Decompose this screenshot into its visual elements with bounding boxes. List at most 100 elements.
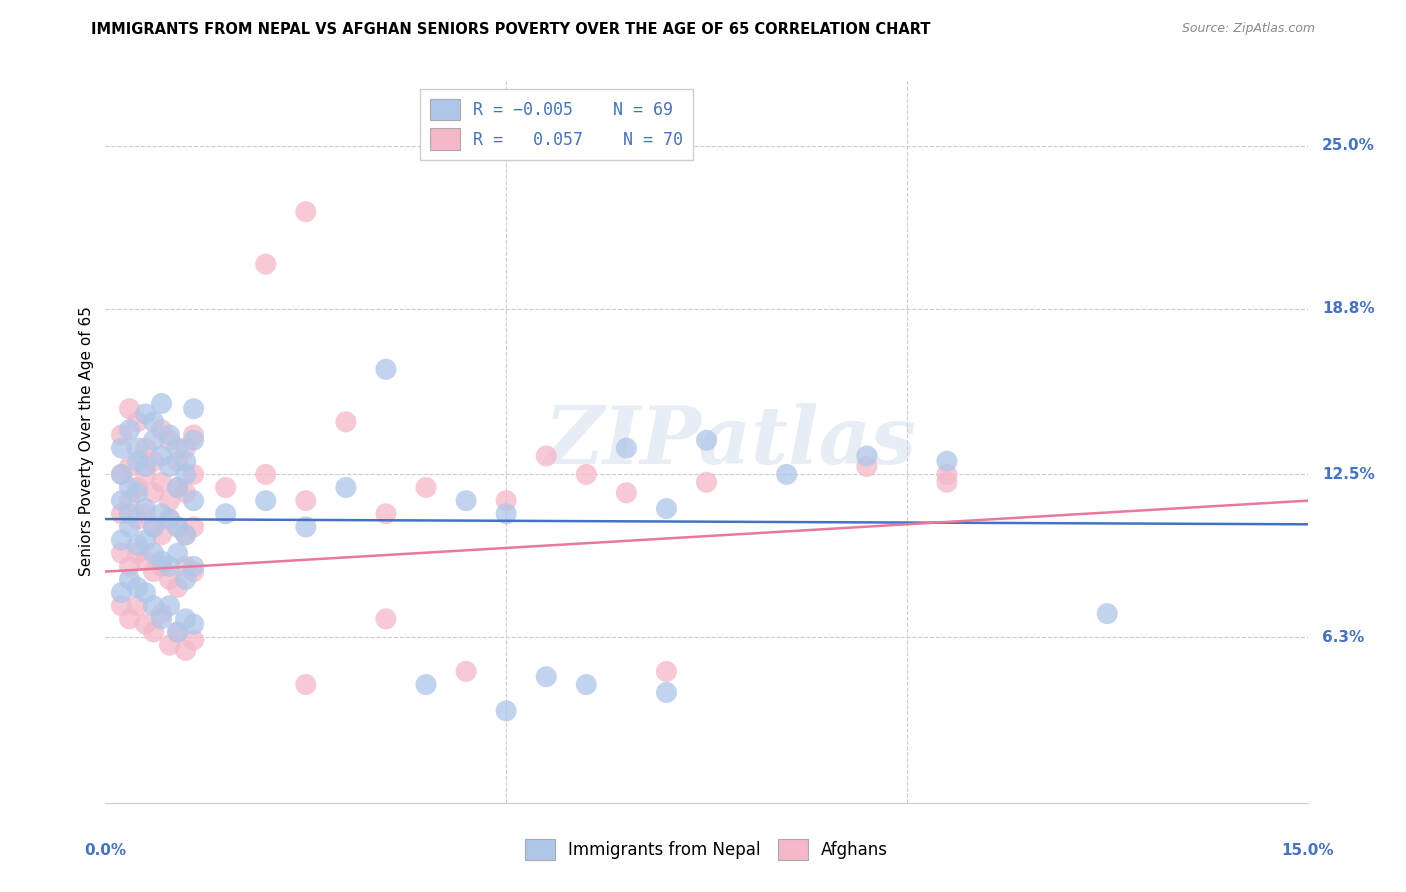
Point <box>135 554 157 568</box>
Point <box>214 507 236 521</box>
Point <box>118 520 141 534</box>
Point <box>135 441 157 455</box>
Point <box>335 481 357 495</box>
Point <box>118 559 141 574</box>
Point <box>166 546 188 560</box>
Point <box>174 441 197 455</box>
Point <box>174 485 197 500</box>
Point <box>534 449 557 463</box>
Point <box>183 401 205 416</box>
Point <box>183 617 205 632</box>
Y-axis label: Seniors Poverty Over the Age of 65: Seniors Poverty Over the Age of 65 <box>79 307 94 576</box>
Point <box>495 493 517 508</box>
Point <box>110 533 132 547</box>
Point <box>110 599 132 613</box>
Point <box>159 573 181 587</box>
Point <box>142 434 165 448</box>
Point <box>127 546 149 560</box>
Point <box>150 554 173 568</box>
Point <box>127 441 149 455</box>
Point <box>776 467 799 482</box>
Point <box>174 612 197 626</box>
Point <box>166 520 188 534</box>
Point <box>127 538 149 552</box>
Point <box>150 607 173 621</box>
Point <box>127 415 149 429</box>
Point <box>150 475 173 490</box>
Point <box>214 481 236 495</box>
Point <box>166 454 188 468</box>
Text: 6.3%: 6.3% <box>1322 630 1364 645</box>
Point <box>150 559 173 574</box>
Point <box>159 459 181 474</box>
Point <box>127 485 149 500</box>
Point <box>159 599 181 613</box>
Point <box>166 441 188 455</box>
Point <box>110 493 132 508</box>
Point <box>166 625 188 640</box>
Point <box>142 415 165 429</box>
Point <box>135 617 157 632</box>
Point <box>456 493 478 508</box>
Point <box>174 467 197 482</box>
Point <box>696 475 718 490</box>
Point <box>183 428 205 442</box>
Point <box>495 507 517 521</box>
Point <box>183 467 205 482</box>
Point <box>174 643 197 657</box>
Point <box>142 520 165 534</box>
Point <box>183 520 205 534</box>
Point <box>142 485 165 500</box>
Point <box>415 481 437 495</box>
Text: 12.5%: 12.5% <box>1322 467 1375 482</box>
Point <box>855 449 877 463</box>
Point <box>374 362 396 376</box>
Point <box>1097 607 1119 621</box>
Point <box>150 423 173 437</box>
Point <box>295 520 318 534</box>
Point <box>254 467 277 482</box>
Point <box>183 632 205 647</box>
Point <box>135 533 157 547</box>
Point <box>183 559 205 574</box>
Point <box>174 559 197 574</box>
Point <box>936 467 959 482</box>
Point <box>110 467 132 482</box>
Point <box>174 573 197 587</box>
Point <box>159 559 181 574</box>
Point <box>118 573 141 587</box>
Point <box>415 677 437 691</box>
Point <box>159 434 181 448</box>
Point <box>335 415 357 429</box>
Point <box>696 434 718 448</box>
Point <box>118 401 141 416</box>
Point <box>127 599 149 613</box>
Point <box>295 493 318 508</box>
Point <box>166 520 188 534</box>
Point <box>655 685 678 699</box>
Point <box>534 670 557 684</box>
Point <box>142 565 165 579</box>
Point <box>183 565 205 579</box>
Point <box>855 459 877 474</box>
Point <box>166 481 188 495</box>
Point <box>174 454 197 468</box>
Point <box>118 612 141 626</box>
Point <box>374 507 396 521</box>
Point <box>118 507 141 521</box>
Point <box>110 546 132 560</box>
Point <box>295 677 318 691</box>
Legend: Immigrants from Nepal, Afghans: Immigrants from Nepal, Afghans <box>519 832 894 867</box>
Point <box>110 507 132 521</box>
Point <box>456 665 478 679</box>
Point <box>135 507 157 521</box>
Point <box>150 396 173 410</box>
Point <box>110 428 132 442</box>
Point <box>142 520 165 534</box>
Point <box>110 585 132 599</box>
Point <box>142 599 165 613</box>
Point <box>616 441 638 455</box>
Point <box>135 585 157 599</box>
Point <box>159 428 181 442</box>
Point <box>183 434 205 448</box>
